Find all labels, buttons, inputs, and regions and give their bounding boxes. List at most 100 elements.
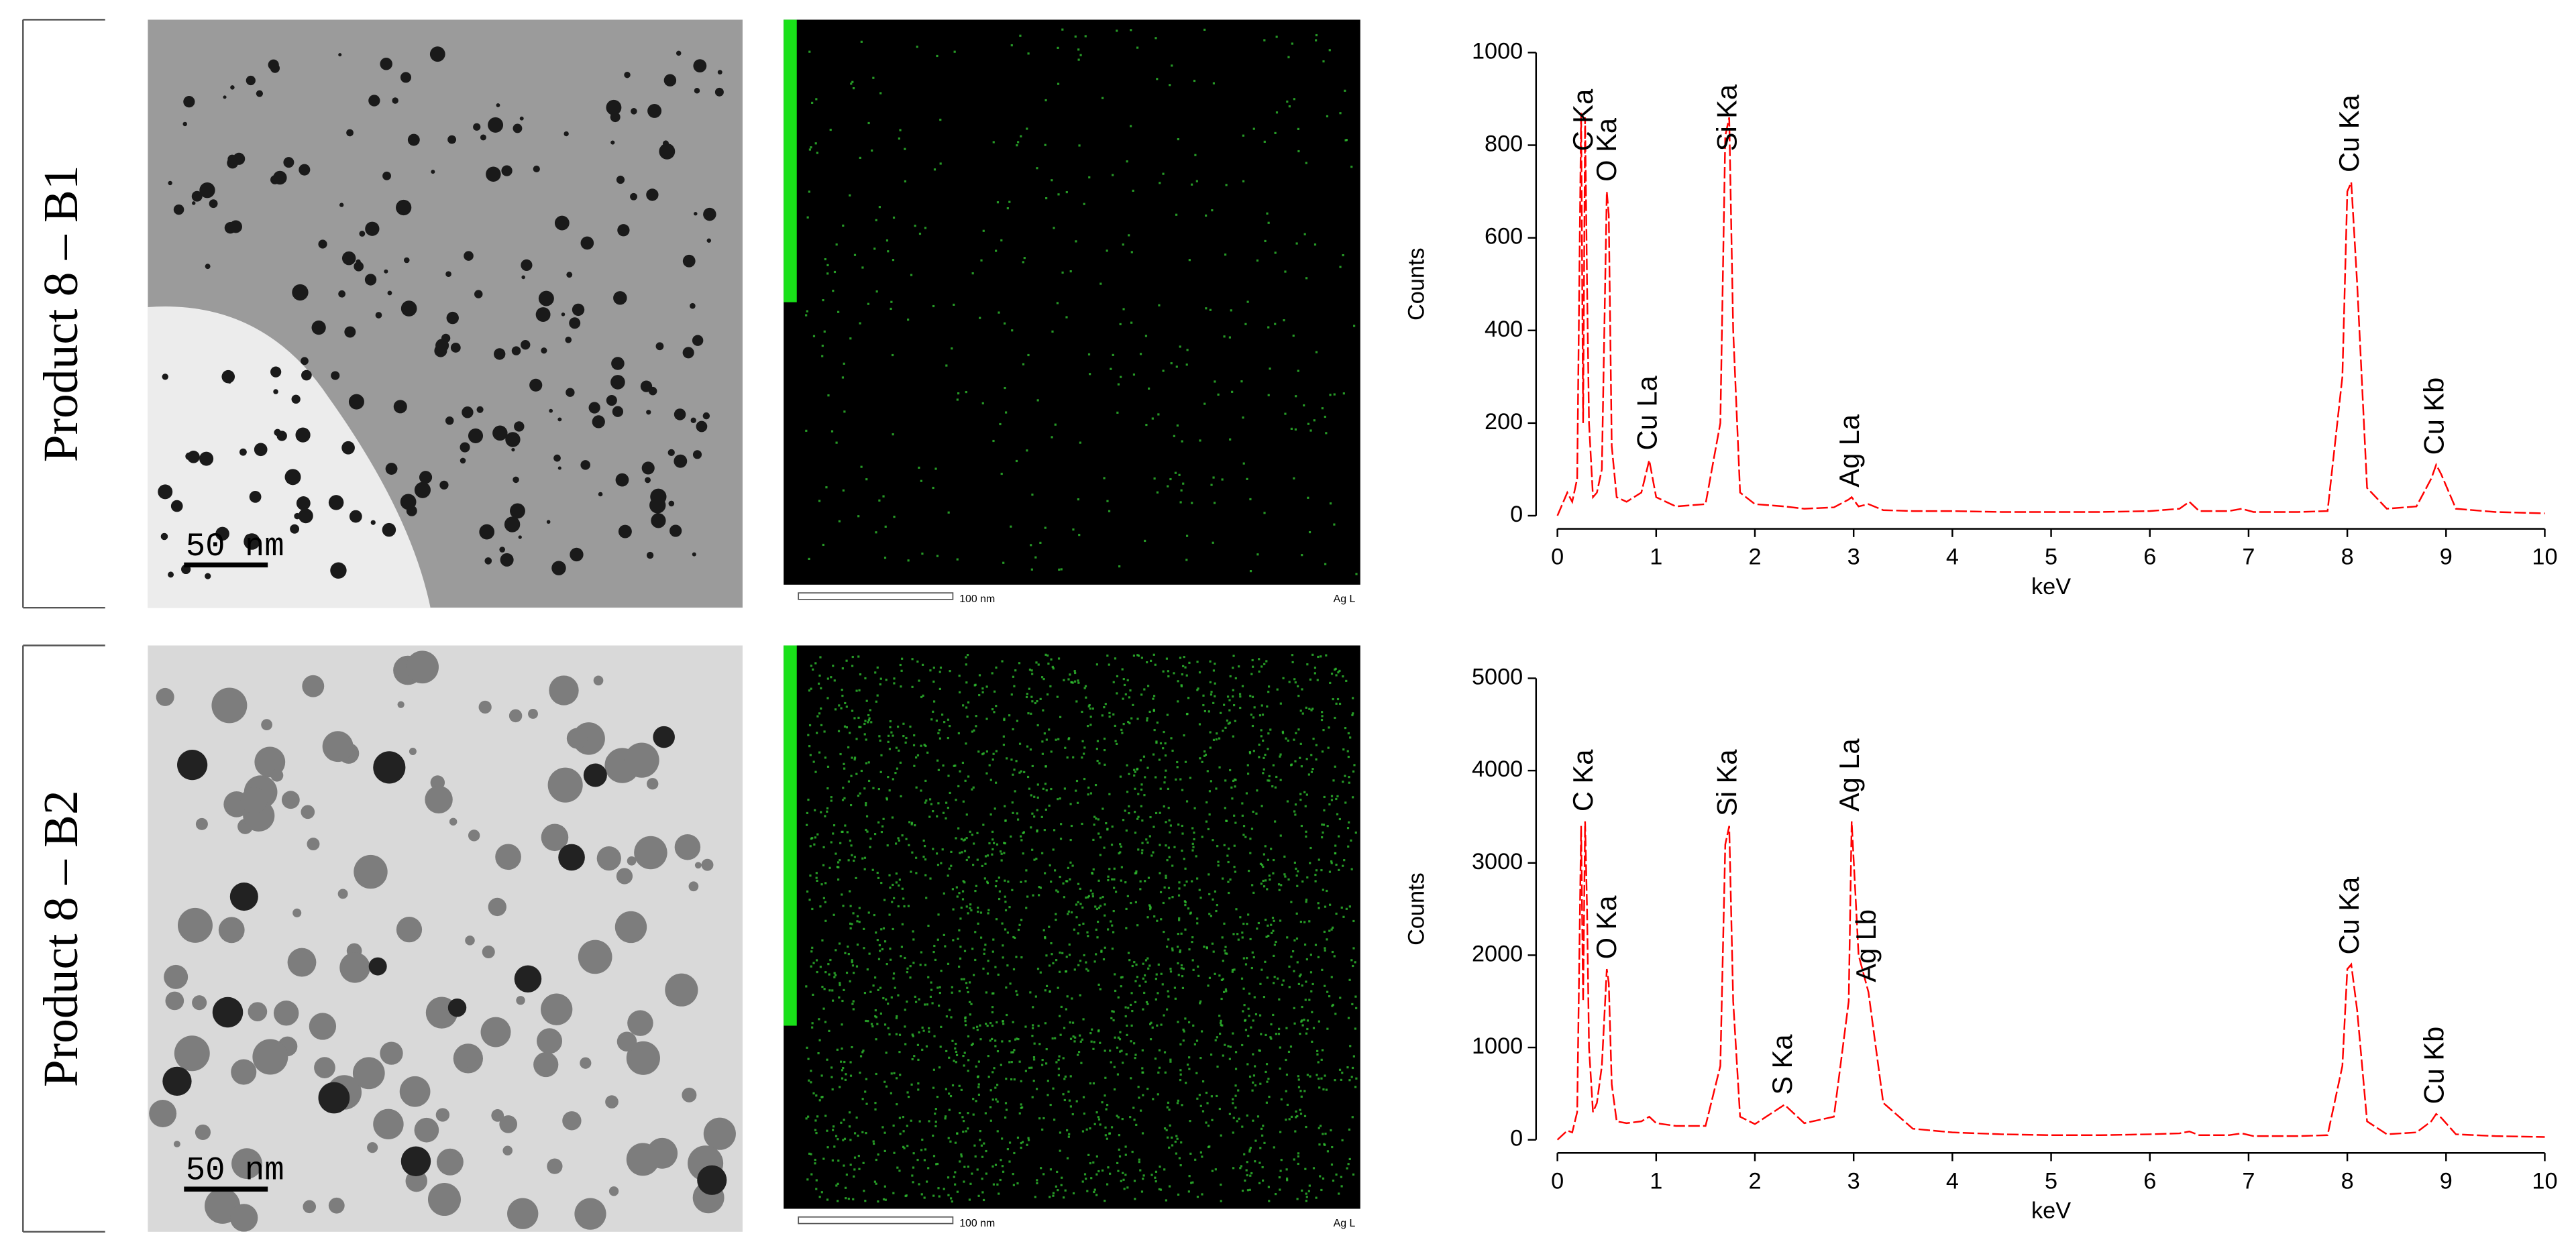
map-dot	[991, 830, 994, 833]
map-dot	[956, 398, 959, 401]
map-dot	[1126, 791, 1129, 793]
map-dot	[1002, 743, 1005, 746]
map-dot	[1153, 728, 1156, 732]
map-dot	[1081, 756, 1083, 759]
map-dot	[1274, 131, 1277, 135]
map-dot	[859, 322, 861, 325]
map-dot	[991, 708, 994, 711]
map-dot	[920, 789, 922, 792]
map-dot	[986, 882, 989, 885]
map-dot	[885, 798, 888, 801]
map-dot	[959, 1160, 961, 1163]
particle	[674, 408, 686, 420]
map-dot	[844, 1186, 847, 1189]
map-dot	[1093, 823, 1095, 826]
particle	[341, 251, 356, 266]
map-dot	[1324, 949, 1326, 952]
map-dot	[956, 1190, 959, 1193]
map-dot	[1318, 1127, 1320, 1129]
map-dot	[1177, 680, 1179, 683]
map-dot	[972, 864, 975, 866]
map-dot	[1224, 988, 1228, 991]
map-dot	[878, 206, 881, 209]
particle	[273, 389, 278, 394]
map-dot	[1061, 28, 1064, 31]
map-dot	[1020, 880, 1022, 883]
map-dot	[903, 905, 906, 908]
map-dot	[1257, 921, 1260, 925]
map-dot	[1122, 697, 1124, 700]
map-dot	[1077, 679, 1079, 682]
map-dot	[927, 976, 930, 978]
map-dot	[865, 804, 867, 807]
map-dot	[965, 656, 967, 659]
particle	[209, 199, 218, 209]
map-dot	[1256, 927, 1258, 930]
map-dot	[808, 50, 811, 53]
map-dot	[1103, 737, 1106, 740]
map-dot	[1210, 484, 1213, 486]
map-dot	[818, 751, 821, 754]
map-dot	[1168, 1146, 1171, 1149]
map-dot	[1305, 162, 1307, 164]
map-dot	[1145, 423, 1148, 427]
map-dot	[1004, 909, 1008, 911]
map-dot	[1027, 353, 1030, 357]
map-dot	[810, 146, 812, 149]
map-dot	[1171, 949, 1174, 952]
particle	[318, 239, 327, 249]
map-dot	[947, 874, 949, 877]
map-dot	[1294, 803, 1297, 806]
particle	[446, 311, 459, 325]
map-dot	[889, 887, 892, 889]
map-dot	[1185, 674, 1188, 677]
map-dot	[1130, 251, 1133, 253]
map-dot	[906, 971, 908, 974]
map-dot	[934, 1121, 937, 1123]
particle	[396, 917, 423, 943]
particle	[468, 428, 484, 443]
map-dot	[877, 787, 880, 791]
map-dot	[932, 680, 935, 683]
map-dot	[1309, 846, 1312, 850]
map-dot	[1012, 1051, 1014, 1054]
map-dot	[1109, 1172, 1112, 1175]
map-dot	[1067, 913, 1069, 915]
map-dot	[1179, 1164, 1182, 1167]
map-dot	[1142, 962, 1144, 965]
map-dot	[918, 679, 920, 682]
map-dot	[810, 1070, 812, 1072]
map-dot	[1070, 681, 1073, 684]
map-dot	[1046, 693, 1049, 696]
map-dot	[1330, 862, 1333, 864]
map-dot	[938, 1005, 941, 1007]
particle	[296, 496, 311, 510]
map-dot	[887, 1003, 890, 1005]
map-dot	[839, 752, 842, 756]
map-dot	[1326, 938, 1328, 941]
map-dot	[1062, 1057, 1065, 1060]
map-dot	[1030, 695, 1033, 698]
map-dot	[1061, 271, 1064, 274]
map-dot	[849, 922, 852, 925]
map-dot	[971, 272, 974, 275]
map-dot	[940, 862, 943, 864]
map-dot	[1301, 880, 1304, 883]
map-dot	[1077, 1054, 1079, 1056]
map-dot	[805, 985, 808, 988]
map-dot	[929, 877, 932, 880]
map-dot	[1240, 380, 1243, 383]
map-dot	[1112, 713, 1115, 716]
map-dot	[1049, 1196, 1051, 1198]
map-dot	[806, 890, 809, 893]
map-dot	[878, 499, 881, 502]
map-dot	[837, 1138, 839, 1141]
map-dot	[1124, 1174, 1127, 1176]
map-dot	[1265, 1070, 1267, 1074]
map-dot	[1036, 399, 1039, 402]
map-dot	[1301, 1024, 1304, 1027]
map-dot	[1027, 712, 1030, 715]
map-dot	[1034, 995, 1037, 998]
map-dot	[1068, 943, 1071, 946]
particle	[397, 701, 405, 708]
